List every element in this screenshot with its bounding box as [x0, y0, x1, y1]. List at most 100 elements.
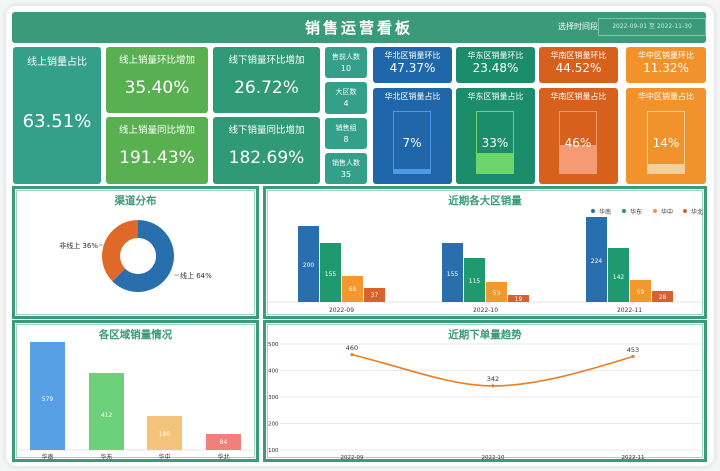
channel-donut-chart: 线上 64% 非线上 36% [59, 220, 212, 292]
svg-text:华东: 华东 [630, 208, 642, 216]
svg-text:53: 53 [493, 290, 501, 297]
region-south-mom: 华南区销量环比 44.52% [539, 47, 618, 83]
svg-text:500: 500 [268, 342, 279, 348]
svg-text:180: 180 [159, 431, 171, 438]
svg-text:华中: 华中 [158, 453, 170, 459]
svg-text:华北: 华北 [691, 208, 703, 216]
bar-central[interactable] [147, 416, 182, 450]
svg-text:2022-10: 2022-10 [482, 455, 505, 459]
region-value: 23.48% [472, 61, 519, 75]
kpi-label: 线下销量同比增加 [228, 125, 305, 136]
kpi-value: 35.40% [124, 78, 190, 98]
svg-text:19: 19 [515, 296, 523, 303]
region-central-share: 华中区销量占比 14% [626, 88, 706, 184]
svg-text:2022-11: 2022-11 [617, 307, 642, 314]
gauge-fill [648, 164, 684, 173]
share-gauge: 14% [647, 111, 685, 174]
svg-text:28: 28 [659, 294, 667, 301]
kpi-online-yoy: 线上销量同比增加 191.43% [106, 117, 208, 184]
kpi-online-mom: 线上销量环比增加 35.40% [106, 47, 208, 113]
kpi-offline-yoy: 线下销量同比增加 182.69% [213, 117, 320, 184]
svg-text:115: 115 [469, 278, 481, 285]
region-label: 华中区销量环比 [638, 51, 694, 60]
recent-region-bar-chart: 华南 华东 华中 华北 200 155 68 37 2022-09 155 11… [268, 208, 703, 314]
bar-south[interactable] [30, 342, 65, 450]
stat-label: 销售组 [335, 124, 357, 132]
gauge-value: 14% [652, 136, 680, 150]
kpi-online-share: 线上销量占比 63.51% [13, 47, 101, 184]
gauge-value: 46% [564, 136, 592, 150]
svg-text:224: 224 [591, 258, 603, 265]
svg-text:2022-09: 2022-09 [329, 307, 354, 314]
stat-value: 35 [340, 170, 352, 179]
region-label: 华南区销量环比 [550, 51, 607, 60]
stat-value: 8 [343, 135, 349, 144]
stat-value: 4 [343, 99, 349, 108]
svg-text:142: 142 [613, 274, 625, 281]
region-label: 华东区销量占比 [467, 92, 524, 101]
kpi-value: 26.72% [234, 78, 299, 98]
share-gauge: 33% [476, 111, 514, 174]
region-south-share: 华南区销量占比 46% [539, 88, 618, 184]
region-east-mom: 华东区销量环比 23.48% [456, 47, 535, 83]
svg-text:155: 155 [325, 271, 337, 278]
svg-text:华北: 华北 [217, 453, 229, 459]
stat-label: 大区数 [335, 88, 357, 96]
svg-text:华南: 华南 [599, 208, 611, 216]
date-range-picker[interactable]: 2022-09-01 至 2022-11-30 [598, 18, 706, 36]
region-label: 华南区销量占比 [550, 92, 607, 101]
page-title: 销售运营看板 [304, 19, 413, 37]
kpi-label: 线下销量环比增加 [228, 55, 305, 66]
region-value: 44.52% [555, 61, 602, 75]
region-label: 华北区销量环比 [384, 51, 441, 60]
date-range-label: 选择时间段 [558, 22, 598, 31]
region-sales-panel: 各区域销量情况 579 412 180 84 华南 华东 华中 华北 [12, 320, 259, 462]
gauge-fill [394, 168, 430, 173]
stat-presales-count: 售前人数 10 [325, 47, 367, 78]
region-label: 华中区销量占比 [638, 92, 694, 101]
donut-label-online: 线上 64% [180, 271, 212, 280]
kpi-label: 线上销量同比增加 [118, 125, 195, 136]
stat-value: 10 [340, 64, 352, 73]
donut-slice-offline[interactable] [102, 220, 138, 282]
kpi-value: 182.69% [228, 148, 305, 168]
recent-region-sales-panel: 近期各大区销量 华南 华东 华中 华北 200 155 68 37 2022-0… [263, 186, 707, 319]
svg-text:200: 200 [268, 422, 279, 428]
svg-text:华中: 华中 [661, 208, 673, 216]
svg-text:200: 200 [303, 262, 315, 269]
svg-text:37: 37 [371, 292, 379, 299]
region-label: 华北区销量占比 [384, 92, 441, 101]
channel-distribution-panel: 渠道分布 线上 64% 非线上 36% [12, 186, 259, 319]
share-gauge: 7% [393, 111, 431, 174]
kpi-value: 63.51% [22, 111, 92, 132]
panel-title: 近期下单量趋势 [448, 329, 522, 341]
gauge-fill [560, 144, 596, 173]
svg-text:2022-11: 2022-11 [622, 455, 645, 459]
stat-region-count: 大区数 4 [325, 82, 367, 114]
gauge-fill [477, 152, 513, 173]
gauge-value: 33% [481, 136, 509, 150]
bar-group-2022-11: 224 142 59 28 2022-11 [586, 217, 673, 314]
svg-text:100: 100 [268, 448, 279, 454]
kpi-label: 线上销量环比增加 [118, 55, 195, 66]
kpi-value: 191.43% [119, 148, 195, 168]
region-value: 11.32% [643, 61, 689, 75]
bar-group-2022-09: 200 155 68 37 2022-09 [298, 226, 385, 314]
kpi-label: 线上销量占比 [27, 57, 87, 68]
donut-slice-online[interactable] [112, 220, 175, 292]
svg-text:579: 579 [42, 396, 54, 403]
svg-text:68: 68 [349, 286, 357, 293]
region-sales-bar-chart: 579 412 180 84 华南 华东 华中 华北 [20, 342, 253, 459]
svg-text:2022-09: 2022-09 [341, 455, 364, 459]
panel-title: 近期各大区销量 [448, 195, 522, 207]
bar-north[interactable] [206, 434, 241, 450]
region-value: 47.37% [389, 61, 436, 75]
svg-text:华南: 华南 [41, 453, 53, 459]
header-bar: 销售运营看板 选择时间段 2022-09-01 至 2022-11-30 [12, 12, 706, 43]
svg-text:400: 400 [268, 369, 279, 375]
svg-text:155: 155 [447, 271, 459, 278]
bar-east[interactable] [89, 373, 124, 450]
gauge-value: 7% [402, 136, 422, 150]
svg-text:华东: 华东 [100, 453, 112, 459]
svg-text:84: 84 [220, 439, 228, 446]
